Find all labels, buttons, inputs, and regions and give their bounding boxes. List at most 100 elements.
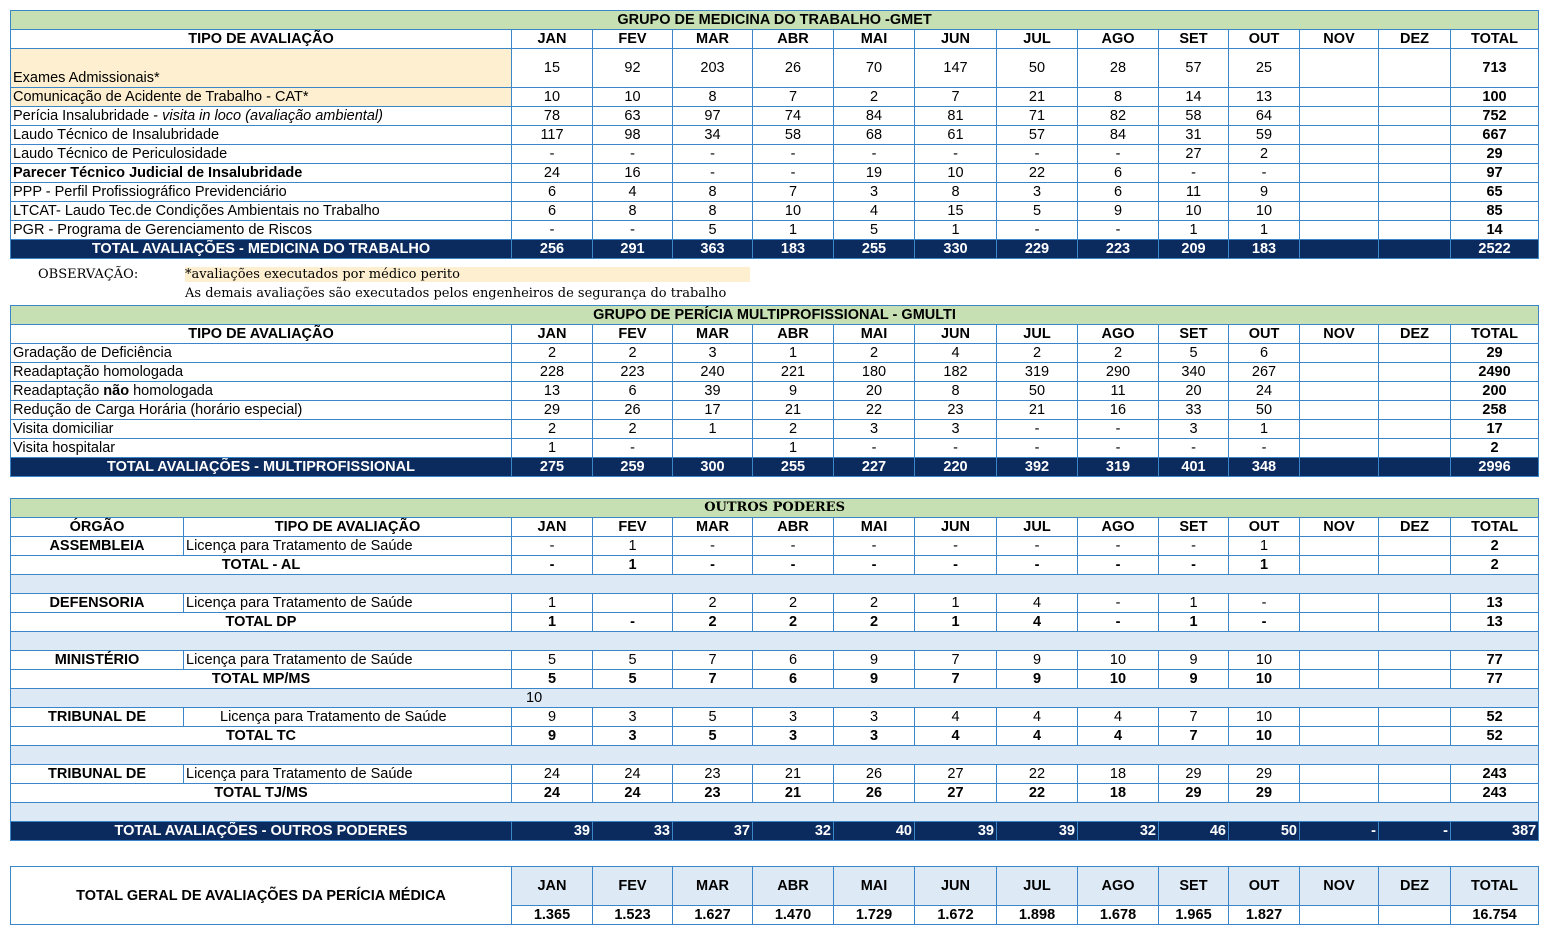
grand-total: 16.754 — [1450, 905, 1539, 925]
value-cell: 11 — [1077, 381, 1159, 401]
value-cell: 180 — [833, 362, 915, 382]
value-cell: 82 — [1077, 106, 1159, 126]
value-cell: 33 — [1158, 400, 1229, 420]
value-cell: 39 — [914, 821, 997, 841]
value-cell: 223 — [1077, 239, 1159, 259]
month-header: JAN — [511, 517, 593, 537]
value-cell: 255 — [752, 457, 834, 477]
value-cell: 3 — [752, 707, 834, 727]
value-cell: 3 — [996, 182, 1078, 202]
orgao-name: ASSEMBLEIA — [10, 536, 184, 556]
value-cell: 7 — [672, 650, 753, 670]
value-cell: 39 — [996, 821, 1078, 841]
value-cell — [672, 438, 753, 458]
grand-total: 2522 — [1449, 239, 1540, 259]
value-cell: 22 — [996, 783, 1078, 803]
value-cell: 1.729 — [833, 905, 915, 925]
month-header: AGO — [1077, 29, 1159, 49]
value-cell: 5 — [996, 201, 1078, 221]
month-header: SET — [1158, 29, 1229, 49]
row-total: 200 — [1449, 381, 1540, 401]
blank-note — [9, 574, 1540, 594]
value-cell: - — [1378, 821, 1451, 841]
value-cell: 6 — [1077, 163, 1159, 183]
value-cell: 7 — [914, 650, 997, 670]
value-cell: 1 — [592, 536, 673, 556]
section-title: OUTROS PODERES — [9, 498, 1540, 518]
value-cell: 5 — [833, 220, 915, 240]
row-label-part: Redução de Carga Horária (horário especi… — [13, 402, 303, 418]
value-cell — [1299, 362, 1379, 382]
value-cell: 275 — [511, 457, 593, 477]
row-total: 2 — [1449, 536, 1540, 556]
subtotal-total: 52 — [1449, 726, 1540, 746]
table-row: TRIBUNAL DE Licença para Tratamento de Sa… — [10, 707, 1540, 727]
value-cell: 6 — [511, 201, 593, 221]
value-cell: 2 — [1228, 144, 1300, 164]
value-cell: 34 — [672, 125, 753, 145]
value-cell: 1.898 — [996, 905, 1078, 925]
value-cell — [1299, 555, 1379, 575]
value-cell: 1 — [1228, 555, 1300, 575]
value-cell: 16 — [592, 163, 673, 183]
value-cell: - — [752, 163, 834, 183]
total-label: TOTAL AVALIAÇÕES - MULTIPROFISSIONAL — [10, 457, 512, 477]
value-cell — [1378, 457, 1451, 477]
row-label-part: Laudo Técnico de Periculosidade — [13, 146, 228, 162]
value-cell: - — [592, 144, 673, 164]
value-cell: 26 — [833, 783, 915, 803]
blank-row — [9, 745, 1540, 765]
value-cell: 74 — [752, 106, 834, 126]
header-row: TOTAL GERAL DE AVALIAÇÕES DA PERÍCIA MÉD… — [10, 866, 1539, 925]
value-cell: 1.678 — [1077, 905, 1159, 925]
value-cell: 1.672 — [914, 905, 997, 925]
row-label-part: Perícia Insalubridade - — [13, 108, 163, 124]
value-cell: 3 — [833, 419, 915, 439]
value-cell: 50 — [996, 48, 1078, 88]
value-cell: 2 — [752, 419, 834, 439]
month-header: JAN — [511, 324, 593, 344]
grand-total: 387 — [1449, 821, 1540, 841]
value-cell: - — [996, 438, 1078, 458]
value-cell: - — [1228, 438, 1300, 458]
row-label: PPP - Perfil Profissiográfico Previdenci… — [10, 182, 512, 202]
row-label: PGR - Programa de Gerenciamento de Risco… — [10, 220, 512, 240]
month-header: JUN — [914, 29, 997, 49]
value-cell: 23 — [914, 400, 997, 420]
value-cell: 5 — [672, 220, 753, 240]
tipo-header: TIPO DE AVALIAÇÃO — [183, 517, 512, 537]
value-cell: 4 — [592, 182, 673, 202]
value-cell: - — [996, 555, 1078, 575]
table-row: Readaptação não homologada 13 6 39 9 20 8 50 11 2… — [10, 381, 1540, 401]
value-cell: 363 — [672, 239, 753, 259]
value-cell: - — [1077, 144, 1159, 164]
value-cell: 8 — [592, 201, 673, 221]
total-row: TOTAL AVALIAÇÕES - OUTROS PODERES 39 33 37 3… — [10, 821, 1540, 841]
row-label: Visita hospitalar — [10, 438, 512, 458]
observacao-line1: *avaliações executados por médico perito — [185, 267, 750, 282]
subtotal-row: TOTAL TJ/MS 24 24 23 21 26 27 22 18 29 29 243 — [10, 783, 1540, 803]
blank-note: 10 — [9, 688, 1540, 708]
value-cell — [1299, 125, 1379, 145]
value-cell: 1 — [511, 593, 593, 613]
value-cell: 9 — [996, 650, 1078, 670]
value-cell: - — [833, 144, 915, 164]
value-cell: 2 — [511, 419, 593, 439]
row-label-part: PPP - Perfil Profissiográfico Previdenci… — [13, 184, 287, 200]
value-cell — [1378, 400, 1451, 420]
value-cell: 3 — [833, 707, 915, 727]
table-row: TRIBUNAL DE Licença para Tratamento de Sa… — [10, 764, 1540, 784]
orgao-name: MINISTÉRIO — [10, 650, 184, 670]
month-header: JAN — [511, 29, 593, 49]
value-cell: 3 — [752, 726, 834, 746]
value-cell: 57 — [1158, 48, 1229, 88]
value-cell: 29 — [1228, 783, 1300, 803]
value-cell: 70 — [833, 48, 915, 88]
value-cell: - — [1077, 536, 1159, 556]
outros-poderes-table: OUTROS PODERES ÓRGÃO TIPO DE AVALIAÇÃO JAN F… — [9, 498, 1540, 841]
value-cell: 3 — [672, 343, 753, 363]
row-label: LTCAT- Laudo Tec.de Condições Ambientais… — [10, 201, 512, 221]
value-cell: 11 — [1158, 182, 1229, 202]
value-cell: 291 — [592, 239, 673, 259]
value-cell — [1378, 612, 1451, 632]
